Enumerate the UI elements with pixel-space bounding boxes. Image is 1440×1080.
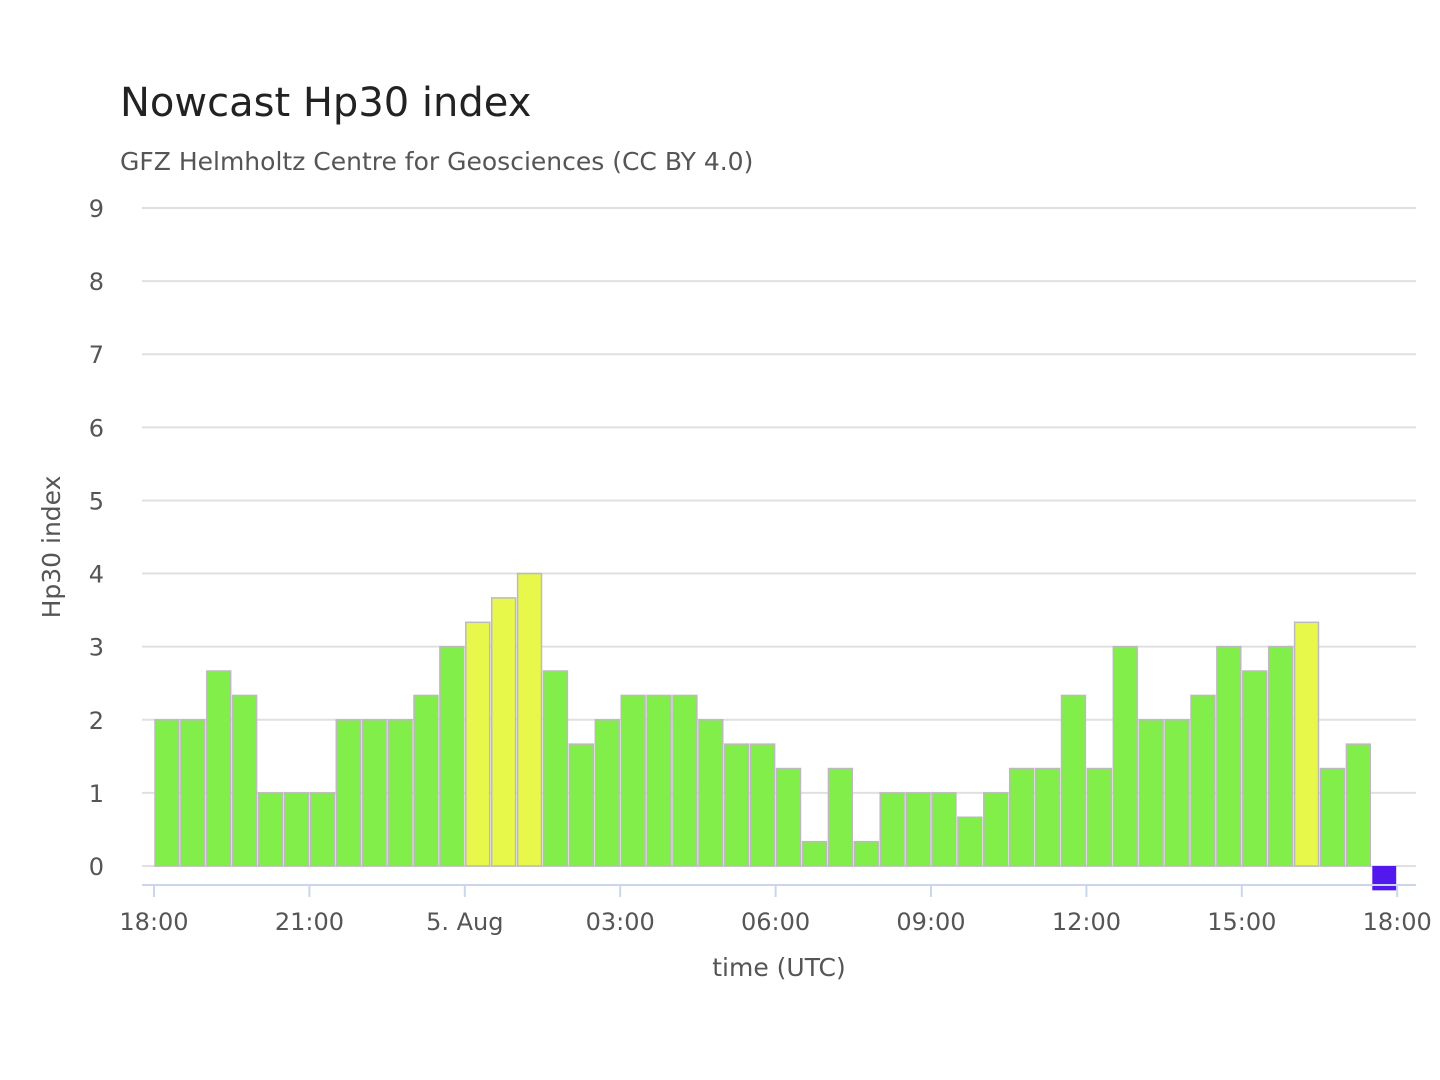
bar[interactable] — [931, 792, 957, 867]
bar[interactable] — [775, 767, 802, 867]
bar[interactable] — [1034, 767, 1061, 867]
bar[interactable] — [749, 743, 776, 867]
bar[interactable] — [801, 840, 828, 867]
bar[interactable] — [672, 694, 698, 867]
bar[interactable] — [594, 719, 620, 867]
bar[interactable] — [1319, 767, 1346, 867]
bar[interactable] — [879, 792, 905, 867]
y-tick-label: 1 — [89, 780, 104, 808]
bar[interactable] — [1190, 694, 1216, 867]
bar[interactable] — [361, 719, 387, 867]
x-axis-title: time (UTC) — [712, 953, 846, 982]
x-axis-ticks: 18:00 21:00 5. Aug 03:00 06:00 09:00 12:00 15:0… — [119, 885, 1432, 936]
x-tick-label: 18:00 — [1363, 908, 1432, 936]
y-tick-label: 5 — [89, 487, 104, 515]
bar[interactable] — [827, 767, 854, 867]
bar[interactable] — [1293, 621, 1320, 867]
bar[interactable] — [1242, 670, 1268, 867]
bar[interactable] — [905, 792, 931, 867]
y-axis-title: Hp30 index — [37, 476, 66, 619]
bar[interactable] — [283, 792, 310, 867]
bar[interactable] — [957, 816, 983, 867]
y-tick-label: 9 — [89, 195, 104, 223]
bar[interactable] — [1086, 767, 1113, 867]
bars — [154, 572, 1397, 891]
x-tick-label: 03:00 — [586, 908, 655, 936]
y-tick-label: 6 — [89, 414, 104, 442]
bar[interactable] — [465, 621, 491, 867]
chart-subtitle: GFZ Helmholtz Centre for Geosciences (CC… — [120, 147, 753, 176]
y-tick-label: 8 — [89, 268, 104, 296]
bar[interactable] — [568, 743, 595, 867]
x-tick-label: 21:00 — [275, 908, 344, 936]
bar[interactable] — [1345, 743, 1372, 867]
y-tick-label: 4 — [89, 561, 104, 589]
bar[interactable] — [1138, 719, 1164, 867]
bar[interactable] — [1060, 694, 1087, 867]
x-tick-label: 09:00 — [896, 908, 965, 936]
bar[interactable] — [516, 572, 543, 867]
bar[interactable] — [1267, 645, 1294, 867]
bar[interactable] — [387, 719, 413, 867]
y-tick-label: 2 — [89, 707, 104, 735]
bar[interactable] — [698, 719, 724, 867]
bar[interactable] — [257, 792, 284, 867]
x-tick-label: 15:00 — [1207, 908, 1276, 936]
bar[interactable] — [620, 694, 646, 867]
chart-title: Nowcast Hp30 index — [120, 80, 531, 126]
y-tick-label: 0 — [89, 853, 104, 881]
x-tick-label: 5. Aug — [426, 908, 503, 936]
bar[interactable] — [490, 597, 517, 867]
bar[interactable] — [646, 694, 672, 867]
y-tick-label: 3 — [89, 634, 104, 662]
y-tick-label: 7 — [89, 341, 104, 369]
bar[interactable] — [1112, 645, 1138, 867]
bar[interactable] — [724, 743, 750, 867]
x-tick-label: 18:00 — [119, 908, 188, 936]
bar[interactable] — [180, 719, 206, 867]
bar[interactable] — [154, 719, 180, 867]
bar[interactable] — [1164, 719, 1190, 867]
bar[interactable] — [983, 792, 1009, 867]
x-tick-label: 12:00 — [1052, 908, 1121, 936]
y-axis-ticks: 0 1 2 3 4 5 6 7 8 9 — [89, 195, 104, 881]
bar[interactable] — [439, 645, 465, 867]
x-tick-label: 06:00 — [741, 908, 810, 936]
bar[interactable] — [542, 670, 569, 867]
bar[interactable] — [1008, 767, 1035, 867]
bar[interactable] — [231, 694, 258, 867]
bar[interactable] — [309, 792, 336, 867]
bar[interactable] — [206, 670, 232, 867]
bar[interactable] — [853, 840, 879, 867]
bar[interactable] — [335, 719, 361, 867]
bar[interactable] — [1372, 866, 1397, 891]
bar[interactable] — [413, 694, 439, 867]
bar[interactable] — [1216, 645, 1242, 867]
